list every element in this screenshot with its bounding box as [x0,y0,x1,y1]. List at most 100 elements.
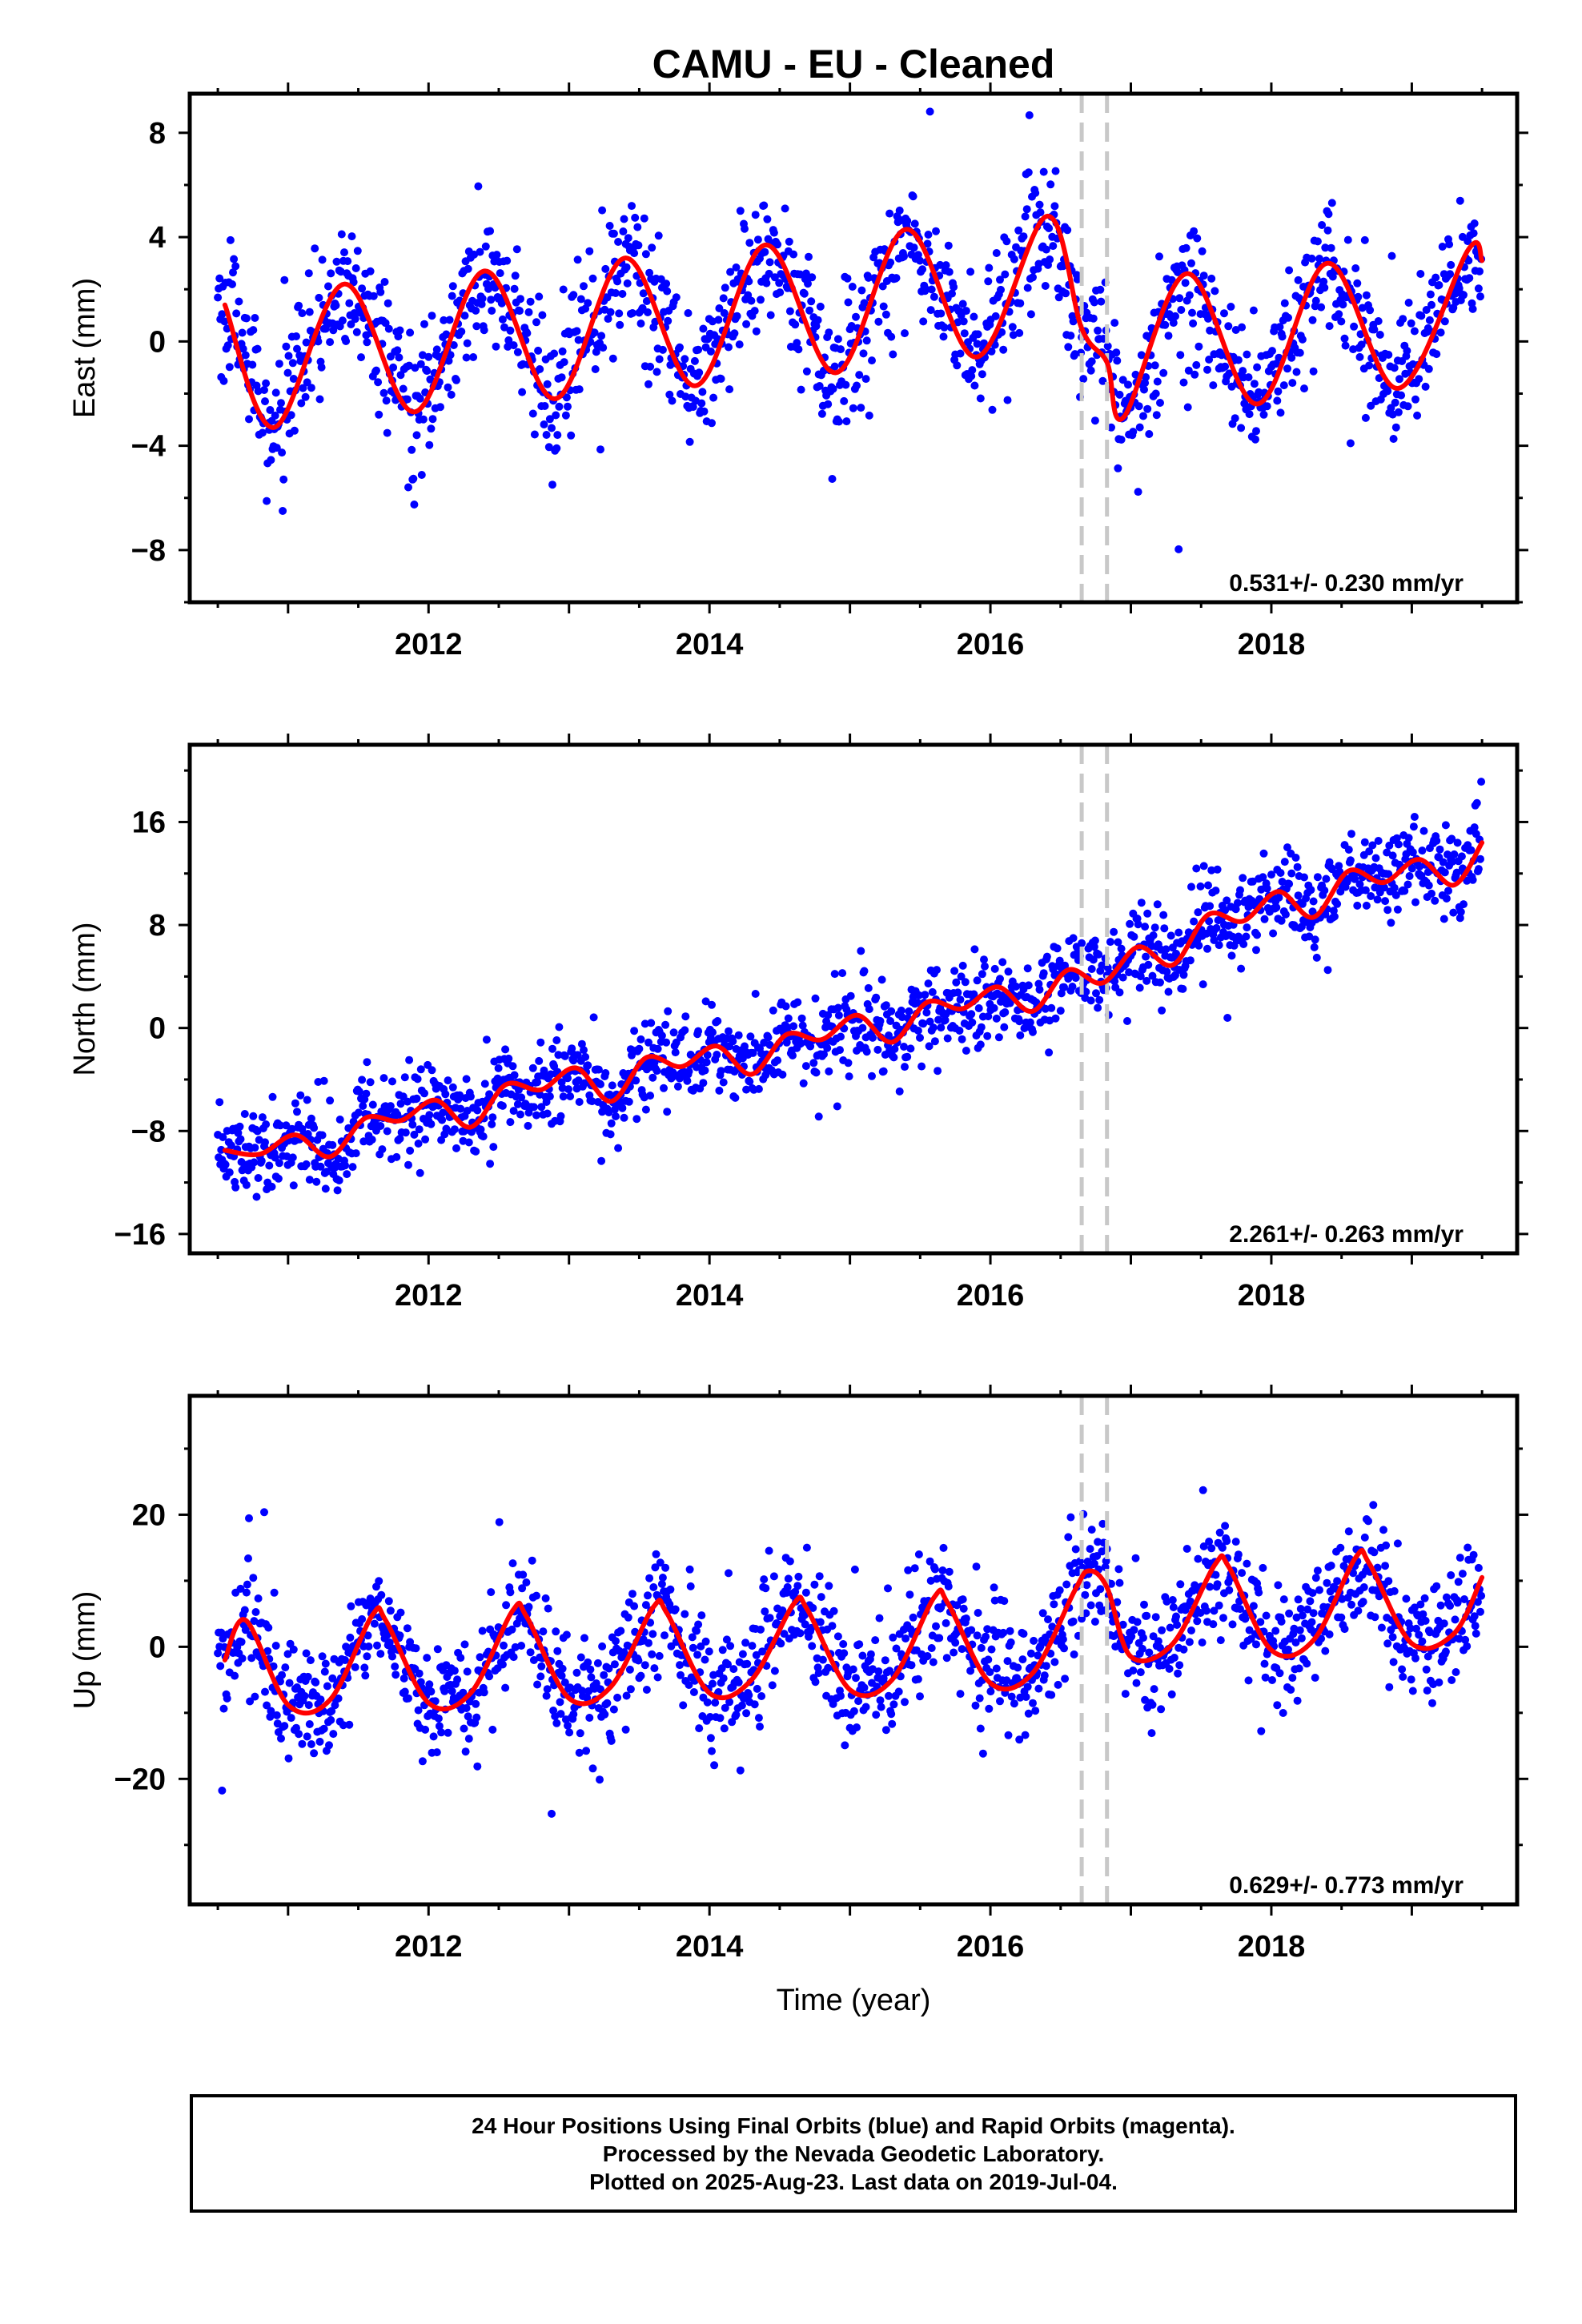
data-point [1273,1701,1282,1710]
data-point [1183,403,1192,412]
data-point [1098,1519,1107,1528]
data-point [530,430,539,439]
data-point [828,1622,837,1630]
data-point [1179,1645,1188,1654]
data-point [1281,910,1290,919]
data-point [970,381,979,390]
data-point [889,1700,898,1709]
data-point [291,1099,299,1108]
data-point [1115,988,1124,997]
data-point [500,1641,508,1650]
y-tick-label: 4 [149,221,166,255]
data-point [1442,1593,1451,1602]
data-point [1409,822,1418,831]
data-point [717,375,725,383]
data-point [442,330,451,339]
data-point [1137,899,1146,907]
data-point [636,320,645,328]
data-point [679,1701,688,1710]
data-point [1149,1632,1158,1641]
data-point [1054,1680,1062,1689]
data-point [472,1147,480,1156]
data-point [677,1671,685,1679]
data-point [988,405,997,414]
data-point [1416,270,1425,278]
data-point [938,1566,947,1574]
data-point [564,402,572,411]
data-point [1198,247,1207,255]
data-point [651,1563,660,1572]
data-point [715,304,724,312]
data-point [1278,332,1287,341]
data-point [1002,237,1011,246]
data-point [441,1090,450,1099]
data-point [1362,291,1371,300]
data-point [837,345,845,354]
data-point [1403,402,1412,411]
figure-title: CAMU - EU - Cleaned [652,42,1055,86]
data-point [1143,404,1152,413]
data-point [862,1047,871,1056]
data-point [676,343,684,352]
data-point [486,227,495,235]
data-point [534,346,543,355]
data-point [383,1630,391,1639]
data-point [1307,886,1315,895]
data-point [818,1655,827,1664]
data-point [967,372,976,380]
data-point [1460,291,1468,300]
data-point [293,1108,301,1116]
data-point [1300,384,1308,393]
data-point [719,294,728,303]
data-point [1261,1673,1270,1682]
data-point [450,1667,459,1675]
data-point [737,1701,746,1710]
data-point [977,1023,986,1031]
data-point [996,275,1004,284]
data-point [1262,1611,1271,1620]
data-point [859,349,868,358]
data-point [1468,304,1477,313]
data-point [730,329,739,338]
data-point [576,295,585,304]
data-point [1140,1600,1148,1609]
data-point [302,1160,311,1168]
data-point [757,1692,766,1700]
data-point [1284,1645,1292,1654]
data-point [731,1093,740,1102]
data-point [476,1653,484,1662]
data-point [875,1614,884,1622]
data-point [992,1664,1001,1673]
data-point [1408,1687,1417,1695]
data-point [396,1100,405,1108]
data-point [725,1027,733,1035]
data-point [227,1141,235,1150]
data-point [1117,944,1126,953]
data-point [1274,387,1283,396]
data-point [777,1639,785,1648]
data-point [626,1685,635,1694]
data-point [877,975,886,984]
data-point [980,955,988,964]
data-point [1287,869,1296,878]
data-point [642,1686,651,1694]
data-point [396,1134,404,1143]
data-point [944,241,953,250]
data-point [267,1182,276,1191]
data-point [359,1102,367,1110]
data-point [1225,1586,1234,1594]
data-point [554,1051,563,1059]
data-point [939,1543,948,1552]
data-point [519,1570,528,1579]
data-point [700,407,709,416]
data-point [240,1606,249,1614]
data-point [1422,306,1431,314]
data-point [249,1112,258,1120]
data-point [1421,1616,1430,1625]
data-point [857,404,865,412]
data-point [1151,389,1160,398]
data-point [635,1044,644,1053]
data-point [986,1668,994,1676]
data-point [770,273,779,282]
data-point [240,1110,249,1118]
